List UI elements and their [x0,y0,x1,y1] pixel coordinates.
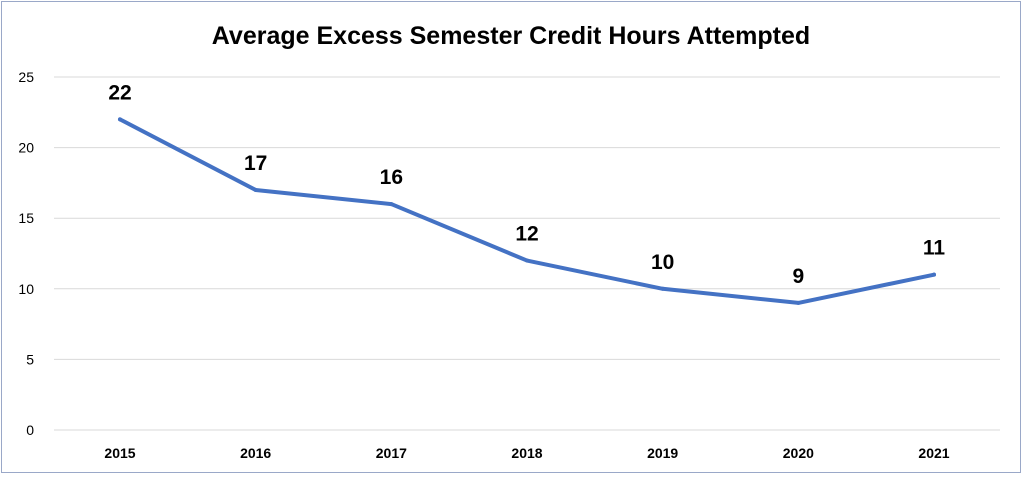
data-point [525,258,529,263]
data-label: 16 [380,166,403,189]
y-tick-label: 0 [26,422,34,438]
data-point [796,300,801,305]
data-label: 12 [515,223,538,246]
y-tick-label: 5 [26,351,34,367]
x-tick-label: 2019 [647,445,678,461]
x-tick-label: 2016 [240,445,271,461]
data-point [253,187,258,192]
x-tick-label: 2021 [918,445,949,461]
x-tick-label: 2020 [783,445,814,461]
data-label: 17 [244,152,267,175]
data-label: 22 [108,81,131,104]
data-label: 11 [923,237,946,260]
x-tick-label: 2015 [104,445,135,461]
data-point [660,286,665,291]
y-tick-label: 25 [18,69,34,85]
chart-title: Average Excess Semester Credit Hours Att… [211,22,811,50]
data-point [932,272,936,277]
x-tick-label: 2017 [376,445,407,461]
data-label: 10 [651,251,674,274]
data-point [118,117,122,122]
y-tick-label: 20 [18,140,34,156]
y-tick-label: 10 [18,281,34,297]
x-tick-label: 2018 [511,445,542,461]
data-point [389,202,394,207]
series-line [118,117,936,305]
data-label: 9 [792,265,804,288]
y-tick-label: 15 [18,210,34,226]
